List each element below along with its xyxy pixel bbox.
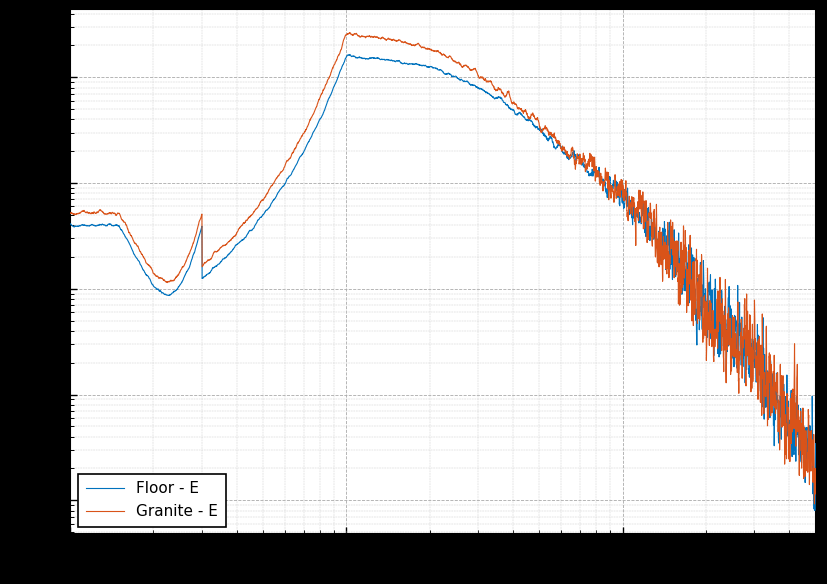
Granite - E [419,44,429,51]
Granite - E [810,484,820,491]
Line: Floor - E: Floor - E [70,54,815,510]
Line: Granite - E: Granite - E [70,33,815,504]
Floor - E [378,56,388,63]
Floor - E [385,57,394,64]
Granite - E [378,34,388,41]
Floor - E [65,220,75,227]
Floor - E [787,423,797,430]
Floor - E [606,185,616,192]
Granite - E [606,183,616,190]
Floor - E [809,507,819,514]
Granite - E [750,354,760,361]
Floor - E [419,62,429,69]
Legend: Floor - E, Granite - E: Floor - E, Granite - E [78,474,225,527]
Granite - E [787,385,797,392]
Granite - E [65,210,75,217]
Granite - E [385,36,394,43]
Floor - E [750,351,760,358]
Granite - E [809,500,819,507]
Granite - E [345,29,355,36]
Floor - E [345,51,355,58]
Floor - E [810,440,820,447]
